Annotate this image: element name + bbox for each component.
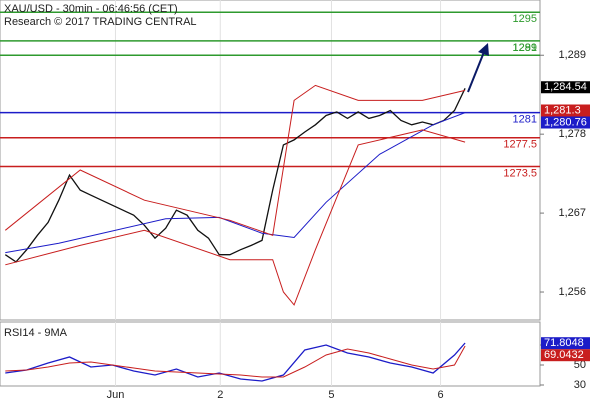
x-tick-label: 2 — [217, 389, 223, 400]
price-label: 69.0432 — [544, 349, 584, 361]
price-label-box — [541, 104, 590, 117]
series-line — [5, 342, 466, 382]
price-panel — [0, 0, 541, 321]
x-tick-label: 6 — [437, 389, 443, 400]
price-label-box — [541, 116, 590, 129]
price-label-box — [541, 349, 590, 362]
forecast-arrow — [467, 51, 485, 93]
y-tick-label: 1,267 — [558, 207, 586, 219]
price-label-box — [541, 81, 590, 94]
series-line — [5, 112, 466, 254]
x-tick-label: Jun — [107, 389, 125, 400]
y-tick-label: 50 — [574, 359, 586, 371]
series-line — [4, 84, 466, 236]
chart-title: XAU/USD - 30min - 06:46:56 (CET) — [4, 3, 178, 15]
level-label: 1273.5 — [503, 167, 537, 179]
series-line — [4, 88, 466, 263]
level-label: 1277.5 — [503, 139, 537, 151]
series-line — [5, 345, 466, 378]
level-label: 1291 — [513, 42, 537, 54]
price-label-box — [541, 337, 590, 350]
chart-subtitle: Research © 2017 TRADING CENTRAL — [4, 16, 197, 28]
y-tick-label: 1,289 — [558, 49, 586, 61]
rsi-title: RSI14 - 9MA — [4, 327, 68, 339]
y-tick-label: 1,278 — [558, 128, 586, 140]
series-line — [5, 129, 466, 306]
level-label: 1281 — [513, 114, 537, 126]
x-tick-label: 5 — [328, 389, 334, 400]
y-tick-label: 1,256 — [558, 286, 586, 298]
arrow-head — [478, 43, 489, 56]
y-tick-label: 30 — [574, 379, 586, 391]
price-label: 1,280.76 — [544, 116, 587, 128]
level-label: 1295 — [513, 13, 537, 25]
level-label: 1289 — [513, 42, 537, 54]
rsi-panel — [0, 321, 541, 387]
price-label: 1,281.3 — [544, 104, 581, 116]
price-label: 71.8048 — [544, 337, 584, 349]
price-label: 1,284.54 — [544, 81, 587, 93]
